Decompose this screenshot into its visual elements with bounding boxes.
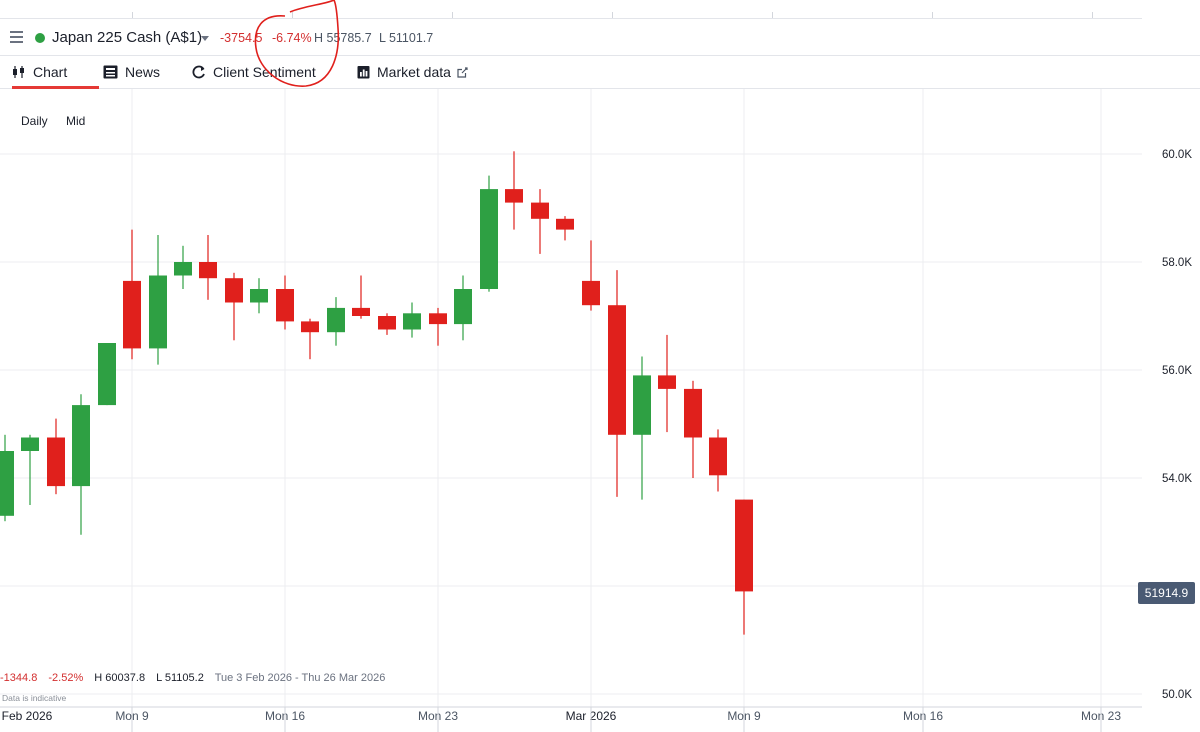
range-low: L 51105.2 [156,672,204,684]
candle-down [378,316,396,330]
newspaper-icon [103,65,118,79]
interval-selector[interactable]: Daily [21,114,48,128]
range-change-percent: -2.52% [48,672,84,684]
external-link-icon[interactable] [457,66,468,78]
daily-low: L 51101.7 [379,31,434,45]
timeline-tick [452,12,453,18]
data-indicative-note: Data is indicative [2,693,67,703]
daily-change-percent: -6.74% [272,31,312,45]
candle-down [225,278,243,303]
tab-client-sentiment-label: Client Sentiment [213,64,316,80]
timeline-tick [292,12,293,18]
chart-panel[interactable]: Daily Mid 60.0K 58.0K 56.0K 54.0K 50.0K Feb … [0,89,1200,732]
tab-market-data[interactable]: Market data [357,56,468,88]
candle-down [123,280,141,349]
price-type-selector[interactable]: Mid [66,114,86,128]
timeline-tick [772,12,773,18]
candle-up [174,262,192,276]
candle-up [21,437,39,451]
instrument-name[interactable]: Japan 225 Cash (A$1) [52,29,203,46]
bar-chart-icon [357,66,370,79]
candle-up [327,307,345,333]
y-axis: 60.0K 58.0K 56.0K 54.0K 50.0K [1162,149,1192,701]
candle-down [556,218,574,230]
tab-market-data-label: Market data [377,64,451,80]
instrument-header: Japan 225 Cash (A$1) -3754.5 -6.74% H 55… [0,19,1200,56]
tab-chart-label: Chart [33,64,68,80]
y-tick-label: 50.0K [1162,689,1192,701]
timeline-tick [132,12,133,18]
current-price-label: 51914.9 [1138,582,1195,604]
tab-chart[interactable]: Chart [12,56,100,89]
timeline-tick [612,12,613,18]
range-change: -1344.8 [0,672,38,684]
candlestick-icon [13,66,24,78]
candle-up [0,451,14,516]
y-tick-label: 56.0K [1162,365,1192,377]
candle-up [454,289,472,325]
candle-down [47,437,65,487]
candle-up [98,343,116,406]
candle-down [531,202,549,219]
chevron-down-icon[interactable] [201,36,209,41]
candle-up [403,313,421,330]
range-high: H 60037.8 [94,672,146,684]
timeline-tick [1092,12,1093,18]
daily-high: H 55785.7 [314,31,372,45]
tab-news-label: News [125,64,161,80]
tab-bar: Chart News Client Sentiment Market data [0,56,1200,89]
candle-down [582,280,600,306]
candle-up [633,375,651,435]
candle-up [149,275,167,349]
x-axis: Feb 2026 Mon 9 Mon 16 Mon 23 Mar 2026 Mon 9 Mo… [2,707,1121,732]
refresh-icon [192,65,205,79]
candle-up [480,189,498,289]
timeline-tick [932,12,933,18]
candle-down [429,313,447,325]
market-open-status-icon [35,33,45,43]
daily-change: -3754.5 [220,31,263,45]
candle-down [735,499,753,592]
candle-down [352,307,370,316]
candle-up [250,289,268,303]
candle-down [684,388,702,438]
x-tick-label: Feb 2026 [2,709,53,723]
top-timeline-strip [0,0,1142,19]
candle-up [72,405,90,487]
candle-down [709,437,727,476]
grid-lines [0,89,1142,707]
range-dates: Tue 3 Feb 2026 - Thu 26 Mar 2026 [214,672,386,684]
range-stats-bar: -1344.8 -2.52% H 60037.8 L 51105.2 Tue 3… [0,672,393,684]
candle-down [658,375,676,389]
candles [0,151,753,635]
candle-down [301,321,319,333]
candle-down [199,262,217,279]
y-tick-label: 60.0K [1162,149,1192,161]
y-tick-label: 58.0K [1162,257,1192,269]
candle-down [505,189,523,203]
tab-client-sentiment[interactable]: Client Sentiment [192,56,316,88]
candle-down [276,289,294,322]
hamburger-menu-icon[interactable] [10,31,23,43]
candle-down [608,305,626,435]
tab-news[interactable]: News [103,56,160,88]
y-tick-label: 54.0K [1162,473,1192,485]
